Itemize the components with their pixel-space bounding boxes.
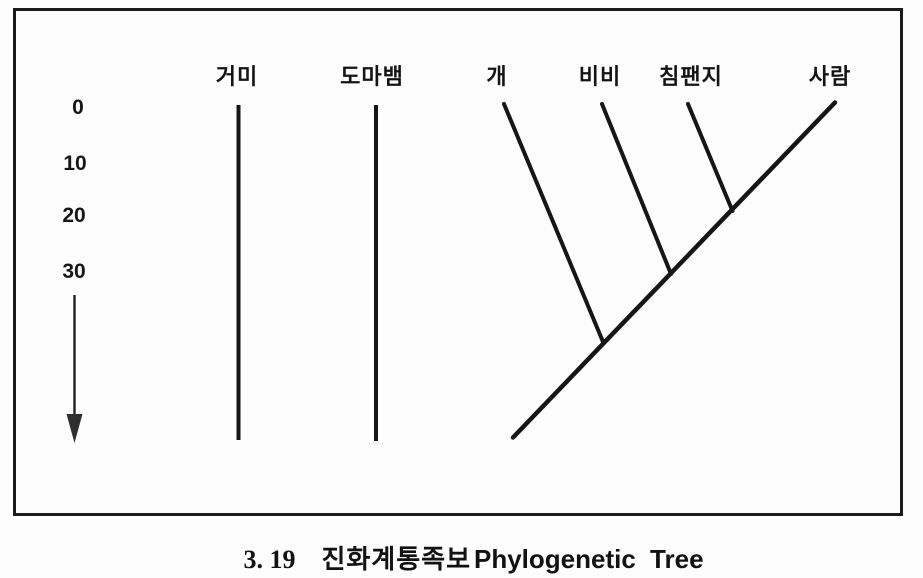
taxon-label-baboon: 비비 bbox=[578, 64, 622, 89]
caption-title-english: Phylogenetic Tree bbox=[474, 544, 704, 574]
axis-tick-30: 30 bbox=[62, 260, 86, 283]
axis-tick-10: 10 bbox=[63, 152, 87, 175]
taxon-label-dog: 개 bbox=[486, 64, 508, 89]
taxon-label-chimpanzee: 침팬지 bbox=[659, 64, 723, 89]
axis-tick-20: 20 bbox=[62, 204, 86, 227]
axis-tick-0: 0 bbox=[72, 96, 84, 119]
caption-title-korean: 진화계통족보 bbox=[321, 544, 471, 574]
figure-caption: 3. 19 진화계통족보 Phylogenetic Tree bbox=[24, 539, 923, 576]
taxon-label-lizard: 도마뱀 bbox=[340, 64, 404, 89]
taxon-label-spider: 거미 bbox=[215, 64, 259, 89]
taxon-label-human: 사람 bbox=[808, 64, 852, 89]
figure-border bbox=[13, 8, 903, 516]
caption-figure-number: 3. 19 bbox=[243, 545, 296, 574]
